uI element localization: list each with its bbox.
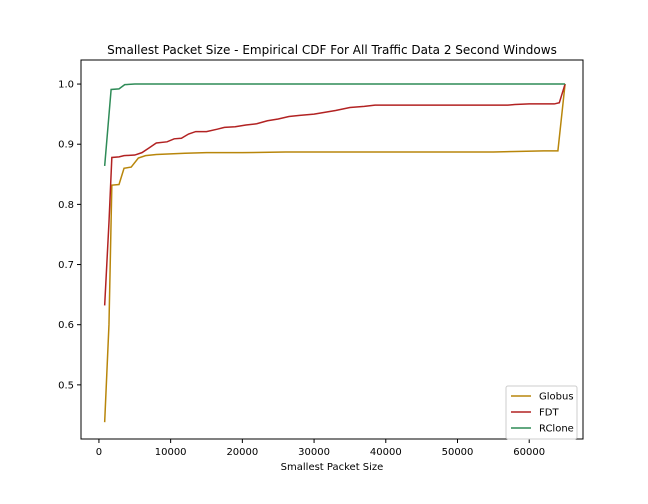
x-tick-label: 20000 xyxy=(226,447,258,458)
y-tick-label: 0.8 xyxy=(58,200,74,211)
y-tick-label: 0.5 xyxy=(58,380,74,391)
x-tick-label: 50000 xyxy=(442,447,474,458)
series-line-rclone xyxy=(103,83,566,166)
legend-label-rclone: RClone xyxy=(539,424,574,435)
series-line-fdt xyxy=(103,83,566,306)
x-tick-label: 10000 xyxy=(155,447,187,458)
y-tick-label: 0.9 xyxy=(58,140,74,151)
x-axis-label: Smallest Packet Size xyxy=(281,462,384,473)
x-tick-label: 30000 xyxy=(298,447,330,458)
legend: Globus FDT RClone xyxy=(505,385,578,440)
chart-title: Smallest Packet Size - Empirical CDF For… xyxy=(107,43,557,57)
axes-layer: 0 10000 20000 30000 40000 50000 60000 0.5 0.6 0.7… xyxy=(58,59,584,458)
series-layer xyxy=(103,83,566,423)
legend-box xyxy=(505,385,578,440)
x-tick-label: 0 xyxy=(96,447,102,458)
y-tick-label: 1.0 xyxy=(58,80,74,91)
y-tick-label: 0.7 xyxy=(58,260,74,271)
y-tick-label: 0.6 xyxy=(58,320,74,331)
x-tick-label: 60000 xyxy=(513,447,545,458)
x-tick-label: 40000 xyxy=(370,447,402,458)
plot-frame xyxy=(80,59,584,440)
legend-label-fdt: FDT xyxy=(539,408,559,419)
legend-label-globus: Globus xyxy=(539,392,574,403)
series-line-globus xyxy=(103,83,566,423)
